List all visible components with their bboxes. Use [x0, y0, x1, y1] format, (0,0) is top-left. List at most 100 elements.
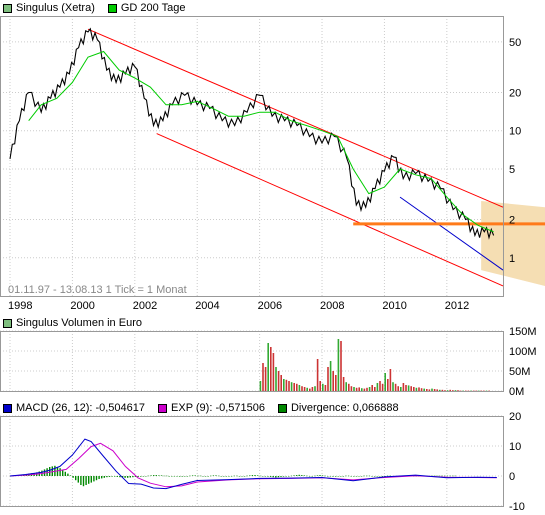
divergence-bar — [360, 476, 363, 477]
divergence-bar — [373, 476, 376, 477]
divergence-bar — [111, 476, 113, 477]
divergence-bar — [433, 475, 436, 477]
volume-bar — [264, 367, 267, 391]
volume-bar — [324, 385, 327, 391]
y-tick-label: 50M — [509, 366, 530, 378]
volume-bar — [316, 359, 319, 391]
y-tick-label: 2 — [509, 215, 515, 227]
legend-swatch-icon — [3, 403, 12, 413]
volume-bar — [368, 387, 371, 391]
volume-bar — [275, 367, 277, 391]
volume-bar — [366, 387, 368, 391]
divergence-bar — [116, 476, 118, 477]
volume-bar — [332, 371, 334, 391]
divergence-bar — [345, 475, 347, 477]
divergence-bar — [290, 475, 293, 477]
volume-bar — [259, 381, 262, 391]
volume-bar — [444, 390, 446, 391]
divergence-bar — [347, 475, 350, 477]
legend-item-gd200: GD 200 Tage — [105, 2, 186, 14]
volume-bar — [267, 343, 269, 391]
trend-line-short — [399, 196, 504, 271]
legend-item-volume: Singulus Volumen in Euro — [0, 317, 142, 329]
volume-bar — [457, 390, 459, 391]
divergence-bar — [176, 476, 178, 477]
divergence-bar — [191, 475, 194, 476]
divergence-bar — [119, 476, 121, 478]
divergence-bar — [249, 475, 251, 476]
divergence-bar — [371, 476, 373, 477]
divergence-bar — [282, 476, 285, 477]
y-tick-label: 10 — [509, 441, 521, 453]
divergence-bar — [186, 476, 189, 477]
divergence-bar — [194, 475, 196, 476]
divergence-bar — [308, 476, 311, 477]
divergence-bar — [82, 476, 85, 487]
forecast-area — [481, 200, 545, 286]
divergence-bar — [85, 476, 87, 485]
price-legend: Singulus (Xetra) GD 200 Tage — [0, 1, 196, 15]
volume-bar — [407, 385, 410, 391]
divergence-bar — [340, 476, 342, 477]
divergence-bar — [355, 476, 358, 477]
divergence-bar — [197, 475, 199, 477]
divergence-bar — [272, 476, 274, 478]
divergence-bar — [77, 476, 79, 483]
divergence-bar — [301, 475, 303, 476]
divergence-bar — [233, 475, 235, 477]
volume-bar — [345, 382, 347, 391]
divergence-bar — [101, 476, 103, 479]
volume-bar — [306, 387, 308, 391]
divergence-bar — [75, 476, 77, 481]
legend-label: Singulus Volumen in Euro — [16, 317, 142, 329]
divergence-bar — [384, 476, 386, 477]
x-tick-label: 2002 — [133, 300, 157, 312]
volume-bar — [418, 387, 420, 391]
divergence-bar — [225, 476, 228, 477]
divergence-bar — [217, 475, 220, 477]
divergence-bar — [153, 475, 155, 476]
volume-bar — [428, 389, 431, 391]
divergence-bar — [264, 476, 267, 477]
divergence-bar — [256, 475, 259, 476]
volume-bar — [400, 387, 402, 391]
divergence-bar — [295, 475, 298, 476]
volume-bar — [340, 341, 342, 391]
divergence-bar — [376, 476, 378, 477]
divergence-bar — [431, 475, 433, 477]
volume-bar — [389, 369, 392, 391]
divergence-bar — [379, 476, 381, 477]
divergence-bar — [446, 475, 449, 477]
divergence-bar — [189, 475, 191, 477]
series-line-macd — [9, 438, 497, 490]
divergence-bar — [254, 475, 256, 476]
y-tick-label: 0 — [509, 471, 515, 483]
volume-legend: Singulus Volumen in Euro — [0, 316, 152, 330]
legend-swatch-icon — [3, 318, 12, 328]
divergence-bar — [321, 475, 324, 476]
divergence-bar — [108, 476, 111, 477]
divergence-bar — [444, 475, 446, 477]
divergence-bar — [316, 475, 319, 476]
volume-bar — [449, 389, 451, 391]
divergence-bar — [415, 476, 417, 477]
divergence-bar — [49, 467, 51, 476]
divergence-bar — [368, 475, 371, 477]
legend-label: Singulus (Xetra) — [16, 2, 95, 14]
volume-bar — [293, 383, 295, 391]
divergence-bar — [88, 476, 90, 484]
volume-bar — [327, 367, 329, 391]
x-tick-label: 2004 — [195, 300, 219, 312]
divergence-bar — [178, 476, 181, 477]
divergence-bar — [137, 476, 139, 477]
volume-bar — [350, 386, 353, 391]
divergence-bar — [438, 475, 441, 477]
divergence-bar — [449, 475, 451, 477]
divergence-bar — [67, 473, 69, 476]
volume-bar — [436, 389, 438, 391]
divergence-bar — [80, 476, 82, 485]
divergence-bar — [436, 475, 438, 477]
divergence-bar — [288, 476, 290, 477]
volume-bar — [374, 387, 376, 391]
